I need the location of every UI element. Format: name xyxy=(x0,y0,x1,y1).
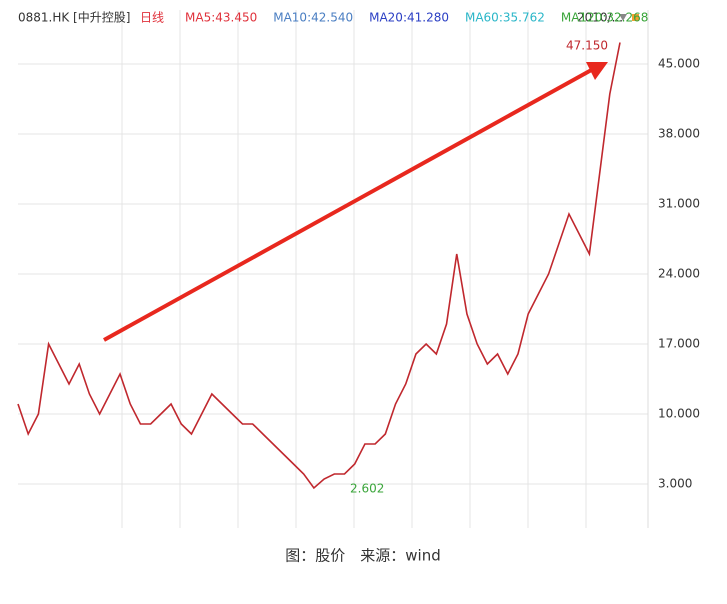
annotation: 47.150 xyxy=(566,39,608,53)
legend-label: MA5:43.450 xyxy=(185,11,257,25)
caption: 图：股价 来源：wind xyxy=(285,547,440,565)
y-tick-label: 17.000 xyxy=(658,337,700,351)
date-label: 2010/... xyxy=(577,11,623,25)
legend-label: MA60:35.762 xyxy=(465,11,545,25)
price-line xyxy=(17,42,621,490)
legend-label: MA120:32.268 xyxy=(561,11,649,25)
dropdown-icon[interactable] xyxy=(619,14,627,21)
legend-label: MA20:41.280 xyxy=(369,11,449,25)
y-tick-label: 3.000 xyxy=(658,477,692,491)
y-tick-label: 10.000 xyxy=(658,407,700,421)
y-tick-label: 45.000 xyxy=(658,57,700,71)
y-tick-label: 24.000 xyxy=(658,267,700,281)
period: 日线 xyxy=(140,11,164,25)
annotation: 2.602 xyxy=(350,482,384,496)
ticker: 0881.HK [中升控股] xyxy=(18,10,130,25)
arrow-head xyxy=(586,62,608,80)
arrow xyxy=(103,66,596,342)
legend-label: MA10:42.540 xyxy=(273,11,353,25)
y-tick-label: 38.000 xyxy=(658,127,700,141)
y-tick-label: 31.000 xyxy=(658,197,700,211)
lock-icon xyxy=(632,14,639,21)
